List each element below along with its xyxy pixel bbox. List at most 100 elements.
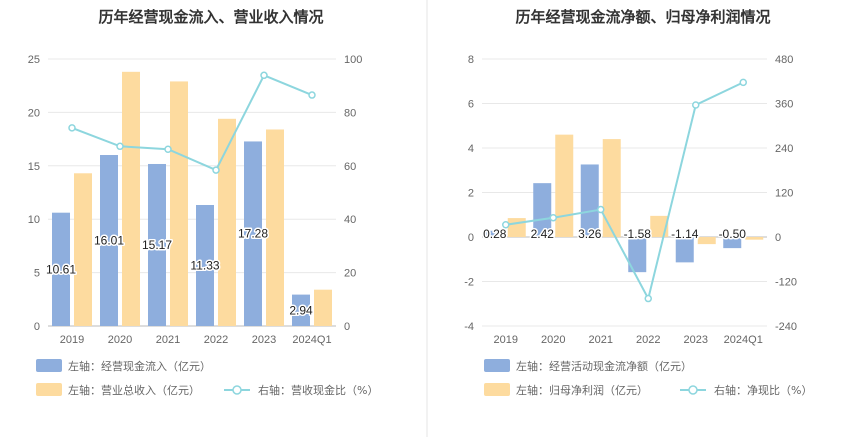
chart-1-bar-secondary (170, 81, 188, 326)
chart-2-bar-value-label: -1.14 (671, 227, 699, 241)
chart-1-bar-primary (196, 204, 214, 326)
chart-1-left-tick-label: 10 (28, 214, 40, 226)
chart-2-bar-secondary (697, 237, 716, 245)
chart-2-left-tick-label: 8 (468, 54, 474, 66)
chart-1-ratio-point (68, 124, 76, 132)
chart-1-bar-primary (292, 294, 310, 326)
chart-2-category-label: 2023 (684, 334, 708, 346)
chart-2-ratio-point (502, 221, 510, 229)
chart-1-bar-value-label: 2.94 (289, 303, 313, 317)
chart-2-legend-label-line: 右轴：净现比（%） (714, 383, 812, 397)
chart-1-bar-value-label: 10.61 (46, 262, 76, 276)
chart-2-left-tick-label: 2 (468, 188, 474, 200)
chart-1-left-tick-label: 15 (28, 161, 40, 173)
chart-2-left-tick-label: 4 (468, 143, 474, 155)
chart-1-bar-primary (100, 155, 118, 326)
chart-2-bar-primary (580, 164, 599, 237)
chart-2-bar-value-label: 0.28 (483, 227, 507, 241)
chart-1-category-label: 2024Q1 (292, 334, 331, 346)
chart-2-ratio-point (692, 101, 700, 109)
chart-2-right-tick-label: 480 (775, 54, 793, 66)
chart-1-bar-value-label: 17.28 (238, 227, 268, 241)
chart-1-bar-value-label: 11.33 (190, 258, 219, 272)
chart-1-ratio-point (116, 142, 124, 151)
chart-1-bar-secondary (314, 289, 332, 326)
chart-1-left-tick-label: 20 (28, 107, 40, 119)
chart-1-bar-primary (52, 212, 70, 326)
chart-2-right-tick-label: 360 (775, 99, 793, 111)
chart-2-left-tick-label: -2 (464, 277, 474, 289)
chart-2-left-tick-label: -4 (464, 321, 474, 333)
chart-2-ratio-point (739, 78, 747, 87)
chart-2-ratio-point (549, 213, 557, 222)
chart-1-ratio-point (308, 91, 316, 99)
chart-1-bar-primary (244, 141, 262, 326)
chart-2-category-label: 2020 (541, 334, 565, 346)
chart-1-category-label: 2019 (60, 334, 84, 346)
chart-1-ratio-point (164, 145, 172, 153)
chart-1-bar-primary (148, 163, 166, 326)
chart-2-bar-secondary (555, 134, 574, 237)
chart-2-category-label: 2024Q1 (724, 334, 763, 346)
chart-1-left-tick-label: 25 (28, 54, 40, 66)
chart-2-bar-value-label: -0.50 (719, 227, 747, 241)
chart-1-right-tick-label: 0 (344, 321, 350, 333)
chart-1-bar-secondary (266, 129, 284, 326)
chart-1-left-tick-label: 0 (34, 321, 40, 333)
chart-2-bar-primary (533, 183, 552, 237)
chart-2-category-label: 2019 (494, 334, 518, 346)
chart-2-right-tick-label: -120 (775, 277, 797, 289)
chart-2-category-label: 2021 (589, 334, 613, 346)
chart-2-bar-primary (628, 237, 647, 273)
chart-1-ratio-point (212, 166, 220, 174)
chart-2-right-tick-label: 120 (775, 188, 793, 200)
chart-2-legend-line-marker (688, 385, 698, 395)
chart-1-right-tick-label: 100 (344, 54, 362, 66)
chart-2-left-tick-label: 6 (468, 99, 474, 111)
chart-2-legend-label-secondary: 左轴：归母净利润（亿元） (516, 383, 648, 397)
chart-1-bar-value-label: 16.01 (94, 234, 124, 248)
chart-1-ratio-point (260, 71, 268, 80)
chart-1-legend-swatch-primary (36, 359, 62, 372)
chart-1-legend-label-secondary: 左轴：营业总收入（亿元） (68, 383, 200, 397)
chart-1-category-label: 2020 (108, 334, 132, 346)
chart-2-right-tick-label: -240 (775, 321, 797, 333)
chart-1-bar-secondary (74, 173, 92, 326)
chart-2-bar-primary (485, 230, 504, 237)
chart-2-ratio-line (505, 81, 744, 302)
chart-2-bar-value-label: 2.42 (531, 227, 555, 241)
chart-1-right-tick-label: 60 (344, 161, 356, 173)
chart-2-ratio-point (644, 294, 652, 303)
chart-2-legend-swatch-primary (484, 359, 510, 372)
chart-1-right-tick-label: 20 (344, 268, 356, 280)
chart-2-left-tick-label: 0 (468, 232, 474, 244)
chart-1-left-tick-label: 5 (34, 268, 40, 280)
chart-2-bar-value-label: -1.58 (624, 227, 652, 241)
chart-2-bar-primary (675, 237, 694, 263)
chart-1-legend-swatch-secondary (36, 383, 62, 396)
chart-2-bar-secondary (745, 237, 764, 240)
chart-1-right-tick-label: 80 (344, 107, 356, 119)
chart-2-right-tick-label: 240 (775, 143, 793, 155)
chart-2-bar-value-label: 3.26 (578, 227, 602, 241)
chart-1-category-label: 2023 (252, 334, 276, 346)
chart-1-title: 历年经营现金流入、营业收入情况 (98, 8, 323, 26)
chart-2-right-tick-label: 0 (775, 232, 781, 244)
chart-2-category-label: 2022 (636, 334, 660, 346)
chart-2-bar-primary (723, 237, 742, 249)
chart-1-legend-label-line: 右轴：营收现金比（%） (258, 383, 378, 397)
chart-1-bar-value-label: 15.17 (142, 238, 172, 252)
chart-1-legend-label-primary: 左轴：经营现金流入（亿元） (68, 359, 211, 373)
chart-1-legend-line-marker (232, 385, 242, 395)
chart-2-legend-swatch-secondary (484, 383, 510, 396)
chart-1-category-label: 2021 (156, 334, 180, 346)
chart-1-bar-secondary (218, 118, 236, 326)
chart-2-title: 历年经营现金流净额、归母净利润情况 (515, 8, 770, 26)
chart-1-bar-secondary (122, 71, 140, 326)
chart-1-category-label: 2022 (204, 334, 228, 346)
chart-2-ratio-point (597, 205, 605, 214)
chart-2-bar-secondary (507, 218, 526, 237)
chart-1-right-tick-label: 40 (344, 214, 356, 226)
chart-2-legend-label-primary: 左轴：经营活动现金流净额（亿元） (516, 359, 692, 373)
